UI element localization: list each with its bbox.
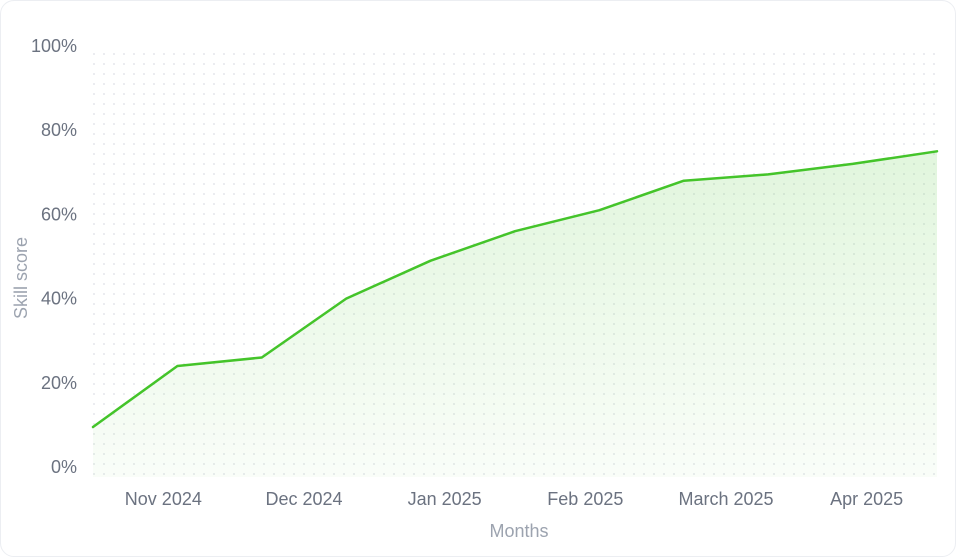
- x-tick-label: March 2025: [678, 489, 773, 509]
- y-tick-label: 40%: [41, 289, 77, 309]
- y-tick-label: 80%: [41, 120, 77, 140]
- x-tick-label: Nov 2024: [125, 489, 202, 509]
- y-axis-title: Skill score: [11, 237, 31, 319]
- x-tick-label: Dec 2024: [265, 489, 342, 509]
- series-line: [91, 150, 939, 429]
- series-area: [93, 151, 937, 478]
- y-tick-label: 100%: [31, 36, 77, 56]
- y-tick-label: 60%: [41, 204, 77, 224]
- x-axis-title: Months: [489, 521, 548, 541]
- x-tick-label: Feb 2025: [547, 489, 623, 509]
- x-tick-label: Jan 2025: [408, 489, 482, 509]
- y-tick-label: 0%: [51, 457, 77, 477]
- x-tick-label: Apr 2025: [830, 489, 903, 509]
- y-tick-label: 20%: [41, 373, 77, 393]
